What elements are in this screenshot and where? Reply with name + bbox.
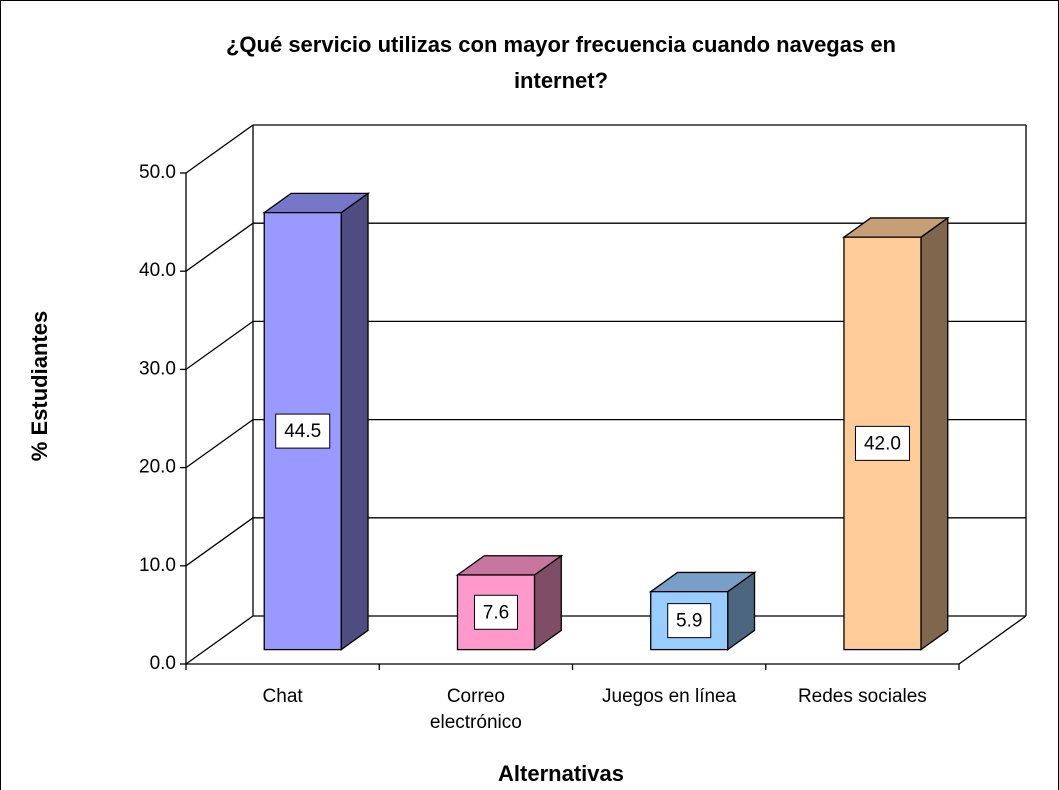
- y-tick-label: 40.0: [139, 260, 176, 281]
- x-tick-label: Juegos en línea: [602, 686, 737, 707]
- y-tick-label: 20.0: [139, 457, 176, 478]
- y-tick-label: 0.0: [150, 653, 176, 674]
- value-label: 5.9: [676, 611, 702, 632]
- y-axis-label: % Estudiantes: [27, 311, 52, 461]
- value-label-box: [667, 603, 712, 639]
- grid-line: [185, 320, 254, 370]
- x-tick-label: Redes sociales: [797, 686, 927, 707]
- x-tick-label: Correo electrónico: [429, 686, 522, 733]
- y-tick-label: 30.0: [139, 358, 176, 379]
- value-label-box: [473, 594, 518, 630]
- floor-edge: [958, 615, 1027, 665]
- grid-line: [185, 419, 254, 469]
- grid-line: [185, 615, 254, 665]
- grid-line: [185, 222, 254, 272]
- bar-side: [340, 192, 369, 651]
- value-label: 7.6: [483, 602, 509, 623]
- x-axis-label: Alternativas: [498, 761, 624, 786]
- value-label: 42.0: [864, 433, 901, 454]
- value-label-box: [854, 425, 910, 461]
- grid-line: [185, 517, 254, 567]
- x-tick-label: Chat: [262, 686, 303, 707]
- grid-line: [185, 124, 254, 174]
- value-label-box: [275, 413, 331, 449]
- bar-side: [920, 216, 949, 651]
- y-tick-label: 50.0: [139, 162, 176, 183]
- chart-title: ¿Qué servicio utilizas con mayor frecuen…: [225, 32, 896, 93]
- y-tick-label: 10.0: [139, 555, 176, 576]
- value-label: 44.5: [284, 421, 321, 442]
